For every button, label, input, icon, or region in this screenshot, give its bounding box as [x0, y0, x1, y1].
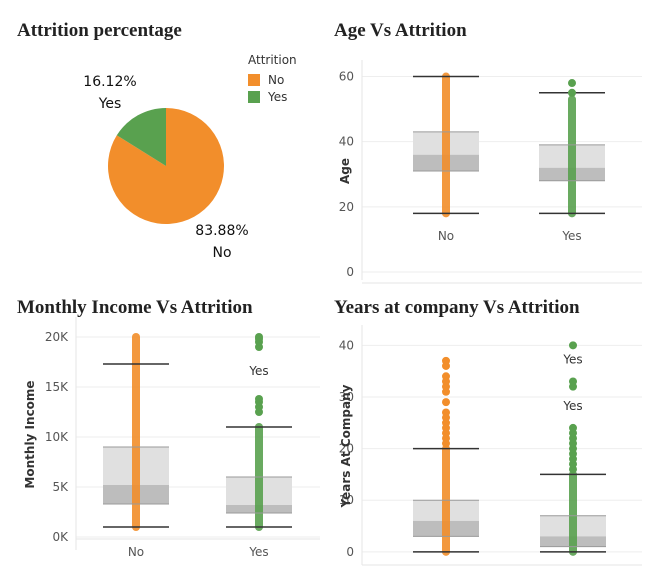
pie-panel: Attrition percentage 16.12% Yes 83.88% No A…: [0, 0, 320, 285]
y-tick-label: 20: [339, 200, 354, 214]
y-tick-label: 5K: [52, 480, 69, 494]
y-axis-label: Years At Company: [339, 384, 353, 508]
outlier-point: [255, 395, 263, 403]
legend: Attrition No Yes: [248, 53, 297, 105]
chart-title: Age Vs Attrition: [334, 20, 467, 41]
outlier-point: [442, 356, 450, 365]
y-tick-label: 40: [339, 135, 354, 149]
years-panel: Years at company Vs Attrition 0 10 20 30 40 Y…: [320, 287, 649, 572]
y-tick-label: 30: [339, 390, 354, 404]
outlier-point: [568, 88, 576, 97]
legend-item-yes[interactable]: Yes: [248, 88, 297, 105]
outlier-point: [442, 372, 450, 381]
pie-chart: 16.12% Yes 83.88% No: [83, 74, 248, 261]
legend-label-yes: Yes: [268, 89, 288, 104]
pie-label-no-percent: 83.88%: [195, 223, 248, 239]
annotation-label: Yes: [562, 399, 582, 413]
outlier-point: [568, 79, 576, 88]
y-axis-label: Monthly Income: [23, 380, 37, 488]
legend-label-no: No: [268, 72, 285, 87]
income-panel: Monthly Income Vs Attrition 0K 5K 10K 15K 20…: [0, 287, 320, 572]
age-box-plot: 0 20 40 60 Age No Yes: [338, 60, 642, 284]
x-category-label: No: [128, 545, 144, 559]
age-panel: Age Vs Attrition 0 20 40 60 Age No Yes: [320, 0, 649, 285]
pie-label-yes-percent: 16.12%: [83, 74, 136, 90]
y-tick-label: 60: [339, 70, 354, 84]
y-axis-label: Age: [338, 158, 352, 184]
y-tick-label: 0K: [52, 530, 69, 544]
y-tick-label: 10K: [45, 430, 69, 444]
legend-swatch-no: [248, 73, 260, 86]
legend-swatch-yes: [248, 90, 260, 103]
x-category-label: Yes: [248, 545, 268, 559]
outlier-point: [442, 408, 450, 417]
chart-title: Attrition percentage: [17, 20, 182, 41]
pie-slice-yes: [116, 108, 166, 166]
x-category-label: Yes: [561, 229, 581, 243]
y-tick-label: 0: [346, 545, 354, 559]
outlier-point: [442, 398, 450, 407]
y-tick-label: 10: [339, 493, 354, 507]
legend-item-no[interactable]: No: [248, 71, 297, 88]
y-tick-label: 0: [346, 265, 354, 279]
annotation-label: Yes: [248, 364, 268, 378]
chart-title: Monthly Income Vs Attrition: [17, 297, 253, 318]
y-tick-label: 20: [339, 442, 354, 456]
outlier-point: [569, 377, 577, 386]
y-tick-label: 40: [339, 338, 354, 352]
chart-title: Years at company Vs Attrition: [334, 297, 580, 318]
outlier-point: [255, 333, 263, 341]
income-box-plot: 0K 5K 10K 15K 20K Monthly Income No Yes Yes: [23, 317, 320, 559]
y-tick-label: 20K: [45, 330, 69, 344]
y-tick-label: 15K: [45, 380, 69, 394]
pie-label-no-name: No: [212, 245, 231, 261]
legend-title: Attrition: [248, 53, 297, 67]
outlier-point: [569, 423, 577, 432]
pie-label-yes-name: Yes: [98, 96, 122, 112]
annotation-label: Yes: [562, 352, 582, 366]
outlier-point: [569, 341, 577, 350]
x-category-label: No: [438, 229, 454, 243]
